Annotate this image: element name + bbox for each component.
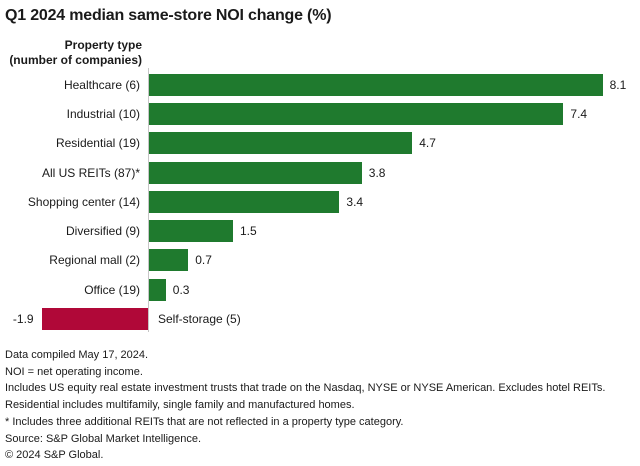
bar [149, 220, 233, 243]
category-label: Shopping center (14) [27, 194, 140, 209]
value-label: 7.4 [570, 106, 588, 121]
bar-rows: Healthcare (6) 8.1 Industrial (10) 7.4 Resid… [0, 70, 640, 334]
bar [149, 102, 564, 125]
bar [41, 308, 148, 331]
value-label: 0.3 [172, 282, 190, 297]
value-label: 3.4 [346, 194, 364, 209]
bar-row: Diversified (9) 1.5 [0, 216, 640, 245]
footnote-universe: Includes US equity real estate investmen… [5, 382, 606, 395]
value-label: 8.1 [609, 77, 627, 92]
bar-row: Office (19) 0.3 [0, 275, 640, 304]
chart-title: Q1 2024 median same-store NOI change (%) [5, 7, 332, 24]
bar-plot: Healthcare (6) 8.1 Industrial (10) 7.4 Resid… [0, 68, 640, 334]
zero-axis-line [148, 68, 149, 332]
bar [149, 278, 166, 301]
value-label: -1.9 [12, 312, 34, 327]
footnote-noi-definition: NOI = net operating income. [5, 365, 143, 378]
axis-header-line1: Property type [64, 38, 142, 52]
footnote-copyright: © 2024 S&P Global. [5, 449, 104, 462]
footnotes: Data compiled May 17, 2024. NOI = net op… [5, 347, 637, 464]
bar-row: Healthcare (6) 8.1 [0, 70, 640, 99]
value-label: 4.7 [419, 136, 436, 151]
axis-header: Property type (number of companies) [0, 38, 142, 67]
footnote-data-compiled: Data compiled May 17, 2024. [5, 349, 149, 361]
axis-header-line2: (number of companies) [9, 52, 142, 67]
bar [149, 161, 362, 184]
bar-row: Shopping center (14) 3.4 [0, 187, 640, 216]
bar-row: -1.9 Self-storage (5) [0, 304, 640, 333]
category-label: Diversified (9) [65, 224, 140, 239]
bar [149, 132, 413, 155]
bar-row: Regional mall (2) 0.7 [0, 246, 640, 275]
category-label: Regional mall (2) [49, 253, 140, 268]
category-label: Industrial (10) [66, 106, 140, 121]
bar [149, 249, 189, 272]
negative-bar-zone: -1.9 [0, 308, 149, 331]
bar-row: All US REITs (87)* 3.8 [0, 158, 640, 187]
value-label: 1.5 [240, 224, 257, 239]
category-label: Office (19) [84, 282, 140, 297]
bar-row: Residential (19) 4.7 [0, 129, 640, 158]
footnote-residential: Residential includes multifamily, single… [5, 399, 355, 412]
value-label: 0.7 [195, 253, 212, 268]
bar [149, 73, 603, 96]
category-label: All US REITs (87)* [41, 165, 140, 180]
bar-row: Industrial (10) 7.4 [0, 99, 640, 128]
category-label: Self-storage (5) [158, 312, 241, 327]
footnote-source: Source: S&P Global Market Intelligence. [5, 432, 202, 445]
footnote-asterisk: * Includes three additional REITs that a… [5, 415, 404, 428]
category-label: Residential (19) [55, 136, 140, 151]
value-label: 3.8 [368, 165, 386, 180]
category-label: Healthcare (6) [63, 77, 140, 92]
bar [149, 190, 340, 213]
